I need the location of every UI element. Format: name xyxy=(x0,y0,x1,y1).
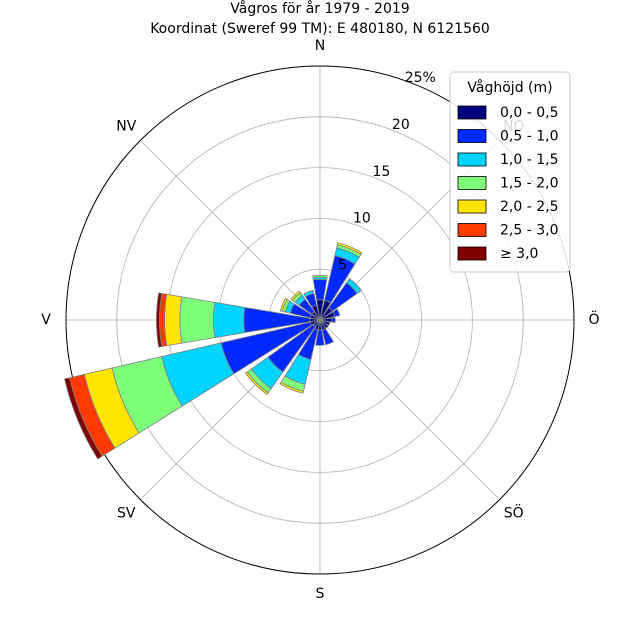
rose-bar-segment xyxy=(212,301,246,339)
radial-tick-label: 20 xyxy=(392,117,410,133)
legend-label: 1,0 - 1,5 xyxy=(500,152,558,168)
legend-swatch xyxy=(457,246,487,261)
legend-swatch xyxy=(457,176,487,190)
legend-swatch xyxy=(457,199,487,214)
legend: Våghöjd (m) 0,0 - 0,5 0,5 - 1,0 1,0 - 1,5 1,… xyxy=(449,71,571,273)
legend-swatch xyxy=(457,105,487,120)
legend-swatch xyxy=(457,152,487,167)
legend-label: ≥ 3,0 xyxy=(500,246,538,262)
direction-label: SV xyxy=(117,506,136,522)
legend-box xyxy=(449,71,571,273)
legend-title: Våghöjd (m) xyxy=(467,79,552,96)
rose-bar-segment xyxy=(331,317,336,323)
grid-spoke xyxy=(319,319,500,500)
legend-label: 1,5 - 2,0 xyxy=(500,176,558,192)
legend-swatch xyxy=(457,223,487,237)
legend-swatch xyxy=(457,129,487,143)
rose-bar-segment xyxy=(279,297,288,312)
direction-label: Ö xyxy=(588,310,599,328)
rose-bar-segment xyxy=(64,377,103,460)
rose-bar-segment xyxy=(164,293,183,347)
direction-label: V xyxy=(41,312,51,328)
chart-title: Vågros för år 1979 - 2019 xyxy=(230,0,409,17)
radial-tick-label: 10 xyxy=(353,211,371,227)
rose-bar-segment xyxy=(312,274,328,279)
legend-label: 2,5 - 3,0 xyxy=(500,223,558,239)
rose-bar-segment xyxy=(312,278,328,301)
radial-tick-labels: 5 10 15 20 25% xyxy=(338,70,436,274)
rose-bar-segment xyxy=(290,290,302,302)
rose-bar-segment xyxy=(179,296,216,344)
legend-label: 0,0 - 0,5 xyxy=(500,105,558,121)
rose-bar-segment xyxy=(279,381,305,394)
rose-bar-segment xyxy=(332,308,341,318)
chart-subtitle: Koordinat (Sweref 99 TM): E 480180, N 61… xyxy=(150,21,490,37)
grid-spoke xyxy=(140,140,321,321)
rose-bar-segment xyxy=(345,278,362,295)
rose-bar-segment xyxy=(319,319,329,329)
rose-bar-segment xyxy=(315,329,325,346)
rose-bar-segment xyxy=(303,289,315,298)
rose-bar-segment xyxy=(336,242,363,256)
direction-label: SÖ xyxy=(504,504,524,522)
rose-bar-segment xyxy=(321,328,335,346)
rose-bar-segment xyxy=(156,292,163,348)
outer-circle xyxy=(65,65,575,575)
direction-label: NV xyxy=(116,118,136,134)
legend-label: 0,5 - 1,0 xyxy=(500,129,558,145)
radial-tick-label: 15 xyxy=(372,164,390,180)
wave-rose-bars xyxy=(64,242,363,460)
rose-bar-segment xyxy=(244,371,269,396)
direction-label: S xyxy=(316,586,325,602)
direction-label: N xyxy=(315,38,325,54)
radial-tick-label: 25% xyxy=(405,70,436,86)
radial-tick-label: 5 xyxy=(338,258,347,274)
legend-label: 2,0 - 2,5 xyxy=(500,199,558,215)
